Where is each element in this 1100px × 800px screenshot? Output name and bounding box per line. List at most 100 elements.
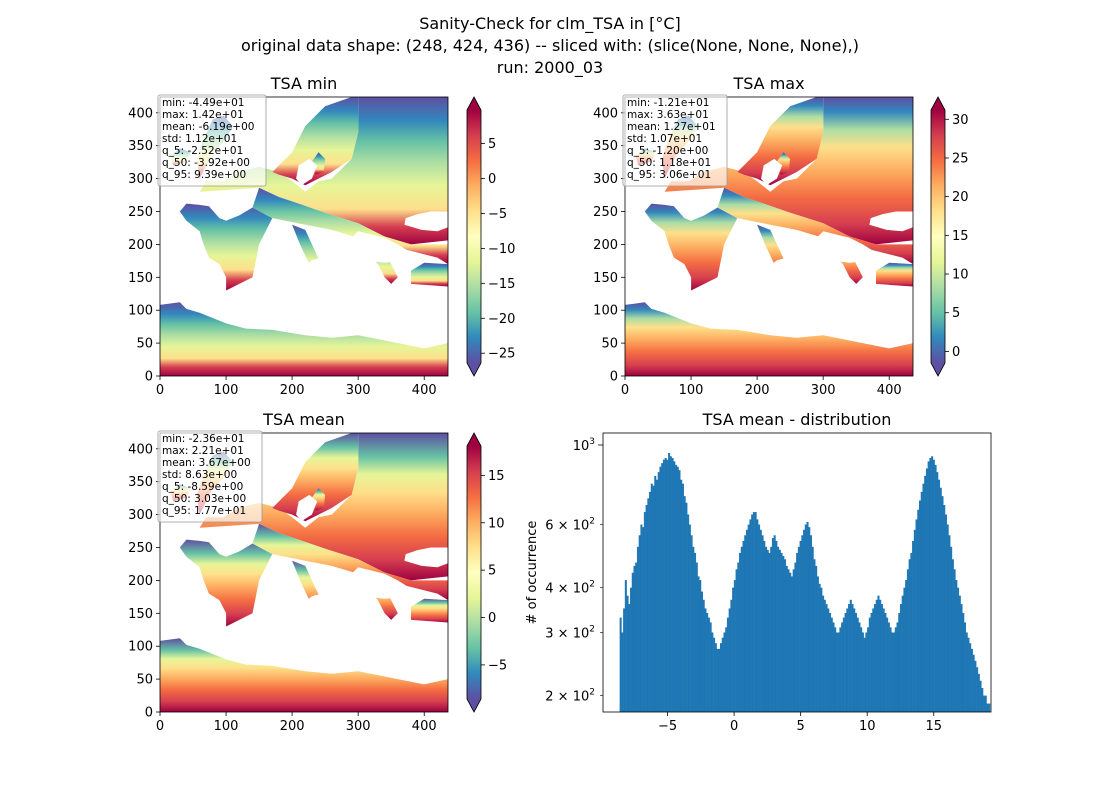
histogram-bar: [896, 622, 899, 712]
histogram-bar: [628, 604, 631, 712]
histogram-bar: [661, 463, 664, 712]
sea-region: [296, 494, 318, 522]
stats-line: q_5: -1.20e+00: [627, 145, 708, 157]
histogram-bar: [808, 527, 811, 712]
histogram-bar: [771, 538, 774, 712]
histogram-bar: [958, 595, 961, 712]
histogram-bar: [690, 535, 693, 712]
histogram-bar: [752, 512, 755, 712]
land-region: [160, 302, 448, 376]
histogram-bar: [903, 587, 906, 712]
histogram-bar: [886, 617, 889, 712]
histogram-bar: [707, 617, 710, 712]
histogram-bar: [720, 643, 723, 712]
land-region: [664, 97, 913, 245]
histogram-bar: [863, 637, 866, 712]
land-region: [160, 638, 448, 712]
histogram-bar: [898, 612, 901, 712]
histogram-bar: [655, 479, 659, 712]
histogram-bar: [638, 535, 641, 712]
stats-line: q_5: -2.52e+01: [162, 145, 243, 157]
x-tick-label: 100: [214, 719, 239, 734]
histogram-bar: [887, 622, 890, 712]
histogram-bar: [636, 546, 639, 712]
sea-region: [813, 231, 874, 263]
y-tick-label: 200: [593, 238, 618, 253]
histogram-bar: [735, 569, 738, 712]
histogram-bar: [650, 483, 653, 712]
histogram-bar: [692, 546, 695, 712]
y-tick-label: 300: [593, 172, 618, 187]
histogram-bar: [730, 599, 733, 712]
histogram-bar: [974, 660, 977, 712]
histogram-bar: [619, 617, 622, 712]
y-tick-label-coef: 2 × 10: [545, 690, 589, 705]
sea-region: [849, 297, 890, 313]
y-tick-label: 0: [145, 370, 153, 385]
colorbar-extend-max: [467, 97, 481, 110]
x-tick-label: 200: [280, 719, 305, 734]
histogram-bar: [913, 529, 916, 712]
stats-line: q_50: 3.03e+00: [162, 493, 246, 505]
stats-line: q_5: -8.59e+00: [162, 481, 243, 493]
histogram-bar: [853, 608, 856, 712]
panel-title: TSA mean: [262, 410, 345, 429]
histogram-bar: [751, 514, 754, 712]
histogram-bar: [678, 470, 681, 712]
colorbar-outline: [466, 96, 482, 377]
histogram-bar: [967, 637, 970, 712]
histogram-bar: [744, 535, 747, 712]
histogram-bar: [806, 521, 809, 712]
colorbar-extend-min: [467, 363, 481, 376]
y-tick-label: 350: [128, 139, 153, 154]
histogram-bar: [773, 535, 776, 712]
y-tick-label: 300: [128, 508, 153, 523]
land-region: [252, 187, 448, 265]
y-tick-label: 400: [128, 442, 153, 457]
colorbar: [467, 110, 481, 363]
histogram-bar: [770, 546, 773, 712]
sea-region: [348, 567, 409, 599]
land-region: [876, 262, 913, 287]
histogram-bar: [891, 632, 894, 712]
x-tick-label: 100: [679, 383, 704, 398]
colorbar: [931, 110, 945, 363]
histogram-bar: [761, 535, 764, 712]
histogram-bar: [782, 556, 785, 712]
x-tick-label: −5: [658, 719, 677, 734]
histogram-bar: [775, 540, 778, 712]
histogram-bar: [777, 546, 780, 712]
y-tick-label: 250: [593, 205, 618, 220]
histogram-bar: [844, 612, 847, 712]
histogram-bar: [697, 576, 700, 712]
histogram-bar: [920, 491, 923, 712]
histogram-bar: [713, 637, 716, 712]
y-tick-label-exponent: 2: [589, 688, 595, 698]
histogram-bar: [893, 632, 896, 712]
y-tick-label: 0: [145, 706, 153, 721]
histogram-bar: [803, 529, 806, 712]
histogram-bar: [827, 608, 830, 712]
x-tick-label: 300: [811, 383, 836, 398]
colorbar-tick-label: 20: [952, 190, 969, 205]
y-tick-label: 150: [593, 271, 618, 286]
histogram-bar: [673, 461, 676, 712]
histogram-bar: [925, 468, 928, 712]
panel-title: TSA min: [270, 74, 337, 93]
histogram-bar: [640, 524, 643, 712]
histogram-bar: [922, 483, 925, 712]
y-tick-label-exponent: 3: [589, 437, 595, 447]
histogram-bar: [631, 572, 634, 712]
histogram-bar: [837, 632, 840, 712]
sea-region: [296, 158, 318, 186]
histogram-bar: [694, 552, 697, 712]
y-tick-label-exponent: 2: [589, 580, 595, 590]
stats-line: q_95: 1.77e+01: [162, 505, 246, 517]
histogram-bar: [823, 599, 826, 712]
histogram-bar: [906, 569, 909, 712]
histogram-bar: [960, 604, 963, 712]
stats-line: q_50: 1.18e+01: [627, 157, 711, 169]
